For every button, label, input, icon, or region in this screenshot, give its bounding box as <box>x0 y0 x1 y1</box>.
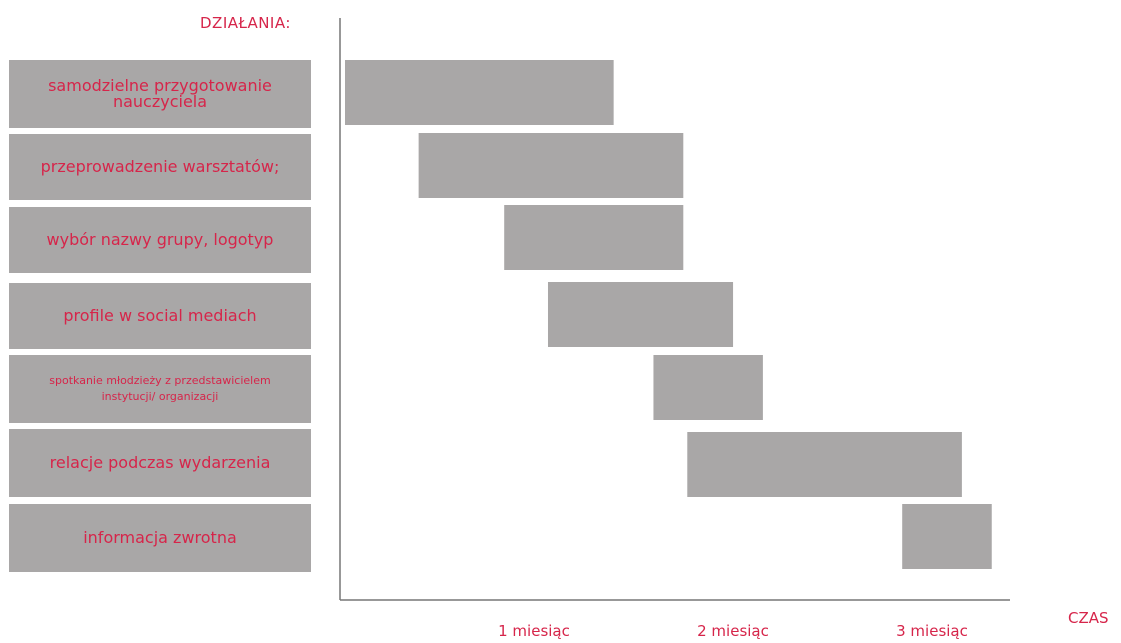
task-label-group-name-logo: wybór nazwy grupy, logotyp <box>9 207 311 273</box>
gantt-bar-4 <box>653 355 763 420</box>
task-label-feedback: informacja zwrotna <box>9 504 311 572</box>
task-label-youth-meeting: spotkanie młodzieży z przedstawicielem i… <box>9 355 311 423</box>
task-label-teacher-preparation: samodzielne przygotowanie nauczyciela <box>9 60 311 128</box>
gantt-bar-0 <box>345 60 614 125</box>
x-tick-label-1: 1 miesiąc <box>498 622 570 640</box>
chart-title: DZIAŁANIA: <box>200 14 291 32</box>
task-label-event-coverage: relacje podczas wydarzenia <box>9 429 311 497</box>
gantt-bar-6 <box>902 504 992 569</box>
x-axis-label: CZAS <box>1068 609 1109 627</box>
x-tick-label-3: 3 miesiąc <box>896 622 968 640</box>
gantt-bar-2 <box>504 205 684 270</box>
gantt-bar-3 <box>547 282 734 347</box>
task-label-social-media-profiles: profile w social mediach <box>9 283 311 349</box>
gantt-bar-1 <box>418 133 684 198</box>
gantt-bar-5 <box>687 432 962 497</box>
task-label-workshops: przeprowadzenie warsztatów; <box>9 134 311 200</box>
x-tick-label-2: 2 miesiąc <box>697 622 769 640</box>
